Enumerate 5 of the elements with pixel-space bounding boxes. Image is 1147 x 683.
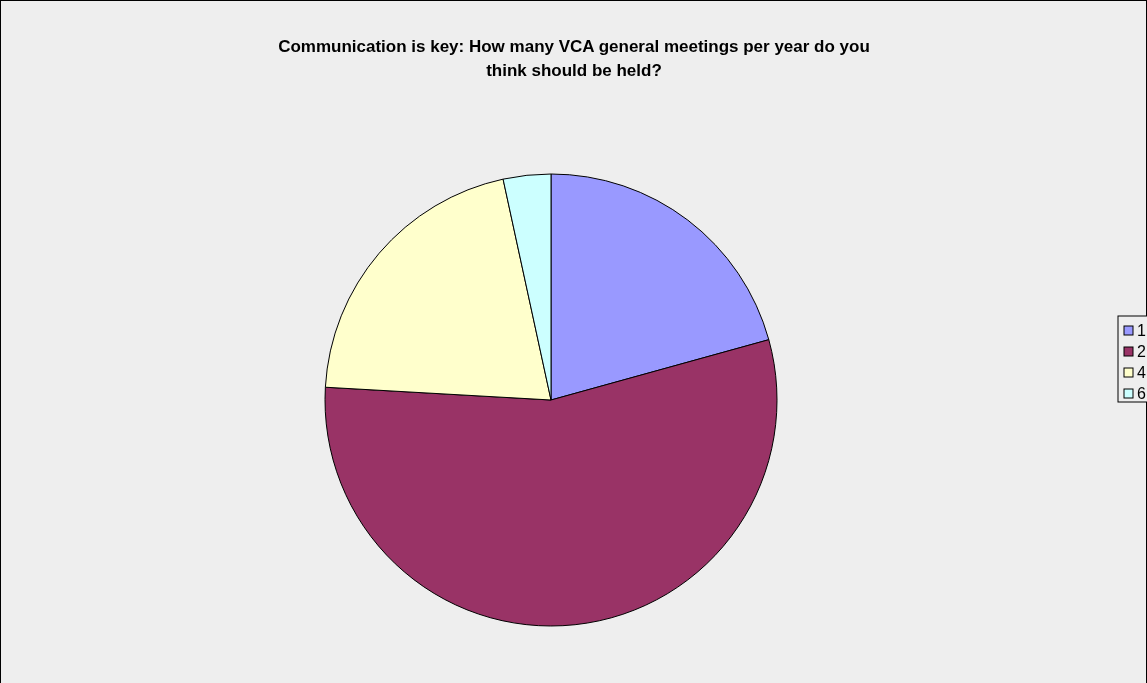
legend-label: 2 (1137, 343, 1146, 360)
legend-label: 1 (1137, 322, 1146, 339)
legend-label: 6 (1137, 385, 1146, 402)
chart-title: Communication is key: How many VCA general meetings per year do you think should be held? (278, 37, 870, 80)
legend-label: 4 (1137, 364, 1146, 381)
